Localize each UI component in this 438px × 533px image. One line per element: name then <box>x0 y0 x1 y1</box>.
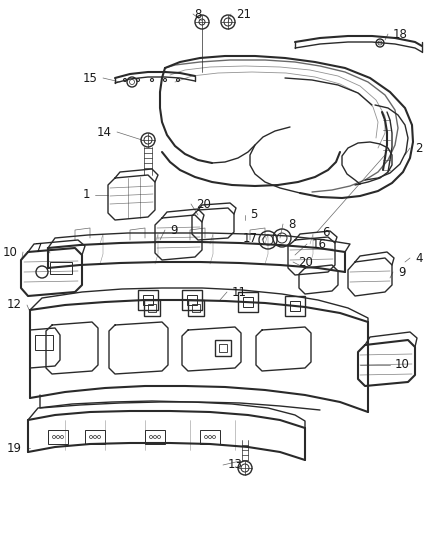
Text: 8: 8 <box>194 7 201 20</box>
Bar <box>145 430 165 444</box>
Text: 19: 19 <box>7 441 22 455</box>
Text: 1: 1 <box>82 189 90 201</box>
Bar <box>243 297 253 307</box>
Bar <box>238 292 258 312</box>
Text: 9: 9 <box>170 223 177 237</box>
Text: 15: 15 <box>83 71 98 85</box>
Text: 18: 18 <box>393 28 408 41</box>
Bar <box>188 300 204 316</box>
Text: 7: 7 <box>35 241 42 254</box>
Text: 12: 12 <box>7 298 22 311</box>
Text: 5: 5 <box>250 208 258 222</box>
Text: 14: 14 <box>97 125 112 139</box>
Text: 20: 20 <box>298 255 313 269</box>
Text: 16: 16 <box>312 238 327 251</box>
Bar <box>85 430 105 444</box>
Bar <box>35 335 53 350</box>
Bar <box>138 290 158 310</box>
Text: 10: 10 <box>3 246 18 259</box>
Bar <box>187 295 197 305</box>
Text: 9: 9 <box>398 265 406 279</box>
Bar <box>144 300 160 316</box>
Bar <box>148 304 156 312</box>
Text: 6: 6 <box>322 225 329 238</box>
Bar <box>219 344 227 352</box>
Bar <box>182 290 202 310</box>
Text: 8: 8 <box>288 217 295 230</box>
Bar <box>200 430 220 444</box>
Bar <box>215 340 231 356</box>
Bar <box>143 295 153 305</box>
Text: 21: 21 <box>236 7 251 20</box>
Bar <box>290 301 300 311</box>
Bar <box>192 304 200 312</box>
Text: 11: 11 <box>232 286 247 298</box>
Bar <box>50 262 72 274</box>
Text: 20: 20 <box>196 198 211 211</box>
Bar <box>48 430 68 444</box>
Text: 2: 2 <box>415 141 423 155</box>
Text: 13: 13 <box>228 458 243 472</box>
Text: 10: 10 <box>395 359 410 372</box>
Bar <box>285 296 305 316</box>
Text: 4: 4 <box>415 252 423 264</box>
Text: 17: 17 <box>243 231 258 245</box>
